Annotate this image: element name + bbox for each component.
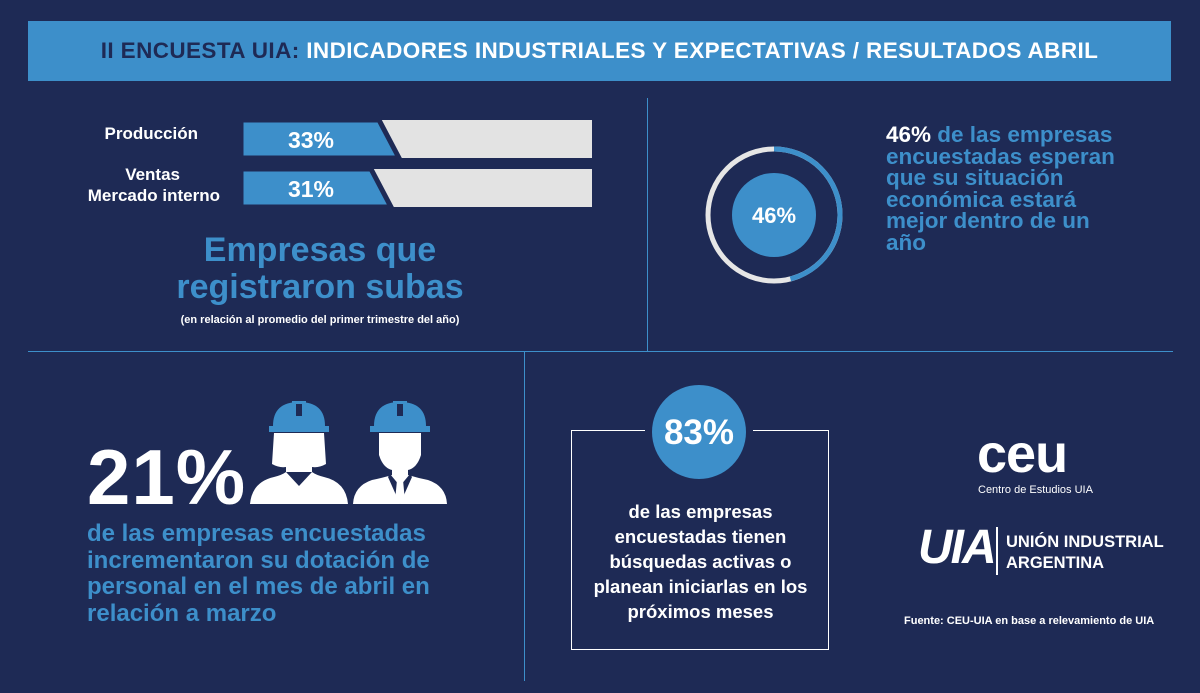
header-title: II ENCUESTA UIA: INDICADORES INDUSTRIALE… <box>28 21 1171 81</box>
ceu-logo: ceu <box>977 424 1068 484</box>
ring-progress <box>773 146 843 282</box>
search-value: 83% <box>664 413 734 452</box>
expectations-text: 46% de las empresas encuestadas esperan … <box>886 122 1131 255</box>
bar-label-produccion: Producción <box>40 123 198 144</box>
expectations-highlight: 46% <box>886 122 932 147</box>
ceu-subtitle: Centro de Estudios UIA <box>978 484 1093 496</box>
sales-headline: Empresas que registraron subas <box>110 232 530 306</box>
header-prefix: II ENCUESTA UIA: <box>100 38 300 63</box>
header-main-title: INDICADORES INDUSTRIALES Y EXPECTATIVAS … <box>306 38 1099 63</box>
expectations-rest: de las empresas encuestadas esperan que … <box>886 122 1115 255</box>
ring-center <box>732 173 816 257</box>
uia-line2: ARGENTINA <box>1006 554 1105 572</box>
divider-bottom-vertical <box>524 351 525 681</box>
bar-label-line: Ventas <box>125 165 180 184</box>
bar-label-line: Mercado interno <box>87 186 220 205</box>
staff-text: de las empresas encuestadas incrementaro… <box>87 520 430 627</box>
search-badge-circle <box>652 385 746 479</box>
sales-note: (en relación al promedio del primer trim… <box>180 314 460 326</box>
bar-fill-produccion <box>241 118 404 161</box>
sales-headline-line2: registraron subas <box>176 268 464 306</box>
bar-label-ventas: Ventas Mercado interno <box>40 164 220 206</box>
search-badge: 83% <box>652 385 746 479</box>
bar-fill-ventas <box>241 166 396 210</box>
sales-headline-line1: Empresas que <box>203 231 437 269</box>
staff-big-value: 21% <box>87 433 247 521</box>
divider-horizontal <box>28 351 1173 352</box>
bar-chart: 33% 31% <box>241 118 592 210</box>
worker-woman-icon <box>250 400 348 504</box>
bar-value-ventas: 31% <box>288 176 334 202</box>
uia-logo-divider <box>996 527 998 575</box>
uia-mark-text: UIA <box>918 521 997 574</box>
ring-value: 46% <box>752 203 796 228</box>
uia-logo-text: UNIÓN INDUSTRIAL ARGENTINA <box>1006 532 1164 574</box>
search-text: de las empresas encuestadas tienen búsqu… <box>593 501 808 622</box>
divider-top-vertical <box>647 98 648 351</box>
worker-man-icon <box>353 400 447 504</box>
workers-illustration <box>250 400 447 504</box>
expectations-ring: 46% <box>705 146 843 284</box>
footer-source: Fuente: CEU-UIA en base a relevamiento d… <box>904 615 1155 627</box>
uia-line1: UNIÓN INDUSTRIAL <box>1006 533 1164 551</box>
uia-logo-mark: UIA <box>918 519 997 577</box>
bar-value-produccion: 33% <box>288 127 334 153</box>
header-banner: II ENCUESTA UIA: INDICADORES INDUSTRIALE… <box>28 21 1171 81</box>
bar-label-line: Producción <box>104 124 198 143</box>
